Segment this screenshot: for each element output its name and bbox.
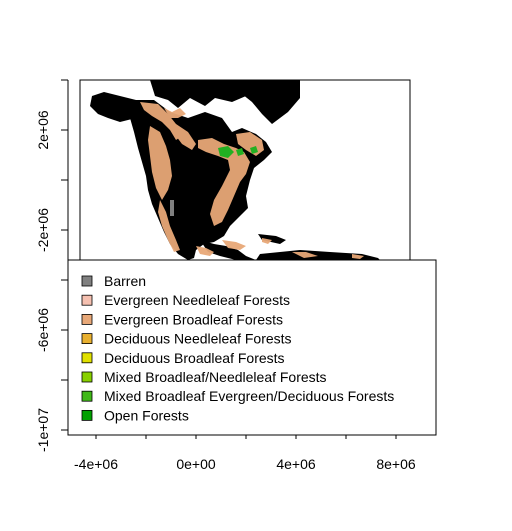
legend-label: Barren bbox=[104, 273, 146, 289]
legend-label: Mixed Broadleaf/Needleleaf Forests bbox=[104, 369, 327, 385]
legend-label: Evergreen Broadleaf Forests bbox=[104, 311, 283, 327]
caribbean-islands bbox=[258, 234, 286, 244]
x-tick-label: 4e+06 bbox=[276, 456, 316, 472]
x-tick-label: 0e+00 bbox=[176, 456, 216, 472]
legend-label: Deciduous Broadleaf Forests bbox=[104, 350, 285, 366]
legend-label: Open Forests bbox=[104, 407, 189, 423]
forest-cover-evergreen-broadleaf bbox=[140, 102, 364, 259]
map-panel bbox=[79, 79, 411, 261]
central-america bbox=[200, 240, 256, 260]
legend-label: Mixed Broadleaf Evergreen/Deciduous Fore… bbox=[104, 388, 394, 404]
forest-cover-mixed bbox=[218, 146, 258, 158]
barren-patches bbox=[170, 200, 174, 216]
y-tick-label: -2e+06 bbox=[35, 208, 51, 252]
greenland bbox=[232, 80, 300, 124]
legend-swatch bbox=[81, 409, 93, 421]
legend-swatch bbox=[81, 371, 93, 383]
legend-swatch bbox=[81, 294, 93, 306]
axis-ticks: -4e+06 0e+00 4e+06 8e+06 2e+06 -2e+06 -6e+06 -1… bbox=[35, 79, 416, 472]
legend-swatch bbox=[81, 333, 93, 345]
legend-swatch bbox=[81, 390, 93, 402]
south-america-north bbox=[256, 250, 380, 260]
y-tick-label: 2e+06 bbox=[35, 110, 51, 150]
legend-swatch bbox=[81, 313, 93, 325]
legend: Barren Evergreen Needleleaf Forests Evergr… bbox=[67, 259, 437, 436]
legend-label: Evergreen Needleleaf Forests bbox=[104, 292, 290, 308]
legend-swatch bbox=[81, 352, 93, 364]
x-tick-label: 8e+06 bbox=[376, 456, 416, 472]
legend-box bbox=[67, 259, 437, 436]
y-tick-label: -6e+06 bbox=[35, 308, 51, 352]
legend-swatch bbox=[81, 275, 93, 287]
x-tick-label: -4e+06 bbox=[74, 456, 118, 472]
legend-label: Deciduous Needleleaf Forests bbox=[104, 331, 292, 347]
alaska bbox=[90, 92, 144, 122]
y-tick-label: -1e+07 bbox=[35, 408, 51, 452]
